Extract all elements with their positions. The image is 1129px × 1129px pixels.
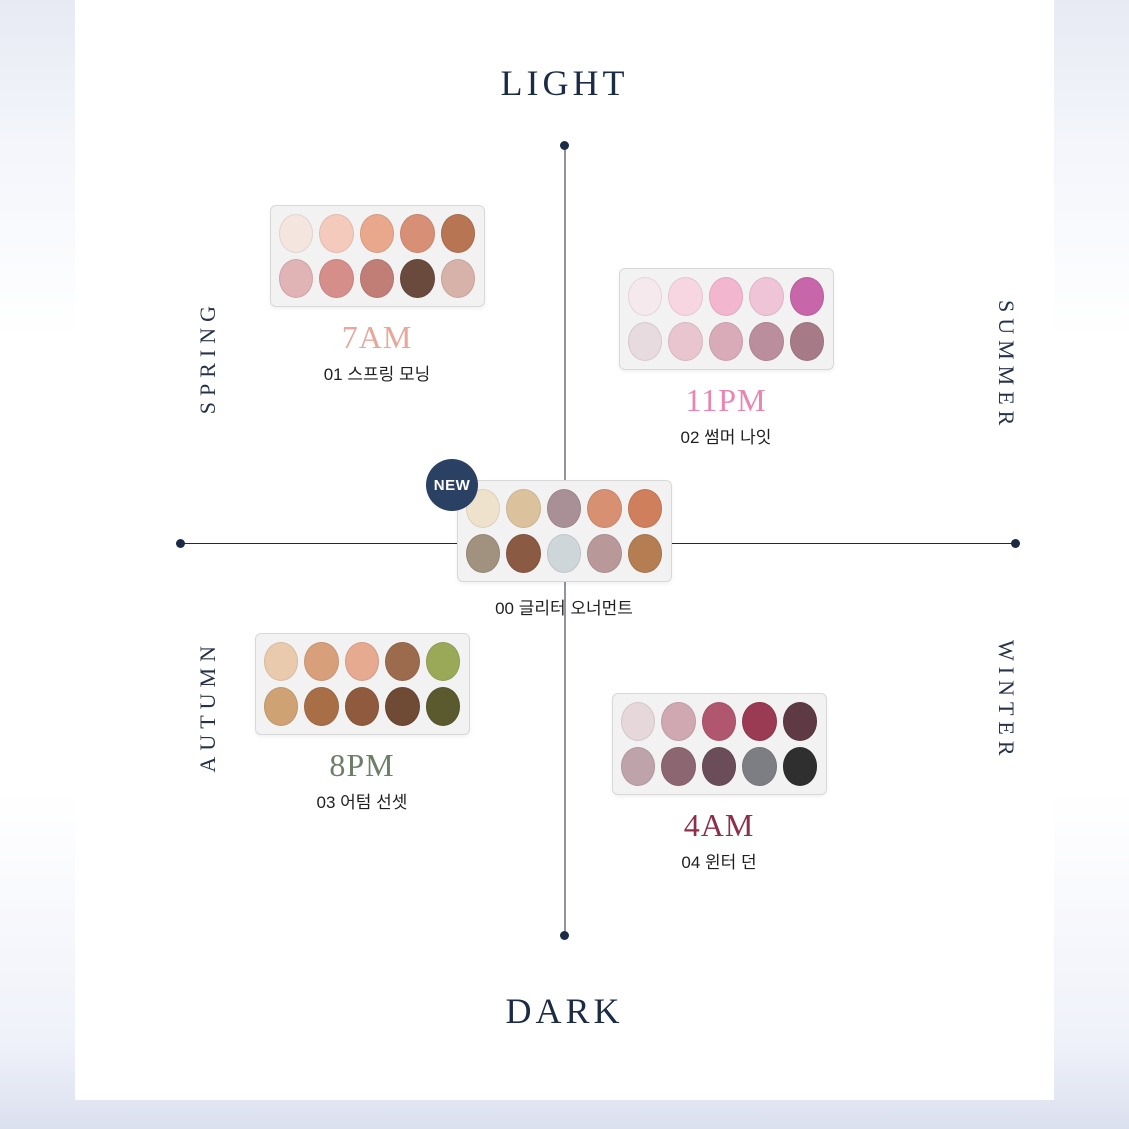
new-badge: NEW: [426, 459, 478, 511]
palette-pan: [360, 214, 395, 253]
palette-pan: [426, 642, 461, 681]
palette-pan: [628, 322, 663, 361]
palette-pan: [441, 259, 476, 298]
palette-pan: [279, 214, 314, 253]
axis-label-summer: SUMMER: [993, 300, 1019, 431]
palette-pan: [621, 702, 656, 741]
palette-pan: [628, 489, 663, 528]
product-autumn-time: 8PM: [247, 747, 477, 784]
palette-pan: [621, 747, 656, 786]
palette-pan: [668, 277, 703, 316]
palette-pan: [749, 277, 784, 316]
palette-pan: [702, 702, 737, 741]
palette-pan: [702, 747, 737, 786]
palette-pan: [628, 277, 663, 316]
palette-pan: [319, 259, 354, 298]
palette-pan: [628, 534, 663, 573]
product-winter-time: 4AM: [604, 807, 834, 844]
axis-label-bottom: DARK: [505, 990, 623, 1032]
infographic-card: LIGHT DARK SPRING AUTUMN SUMMER WINTER 7…: [75, 0, 1054, 1100]
palette-pan: [360, 259, 395, 298]
axis-dot-top: [560, 141, 569, 150]
palette-pan: [668, 322, 703, 361]
palette-pan: [264, 687, 299, 726]
product-summer-sub: 02 썸머 나잇: [611, 423, 841, 448]
product-spring-sub: 01 스프링 모닝: [262, 360, 492, 385]
palette-pan: [506, 534, 541, 573]
palette-pan: [426, 687, 461, 726]
palette-pan: [709, 277, 744, 316]
product-summer: 11PM 02 썸머 나잇: [611, 268, 841, 448]
palette-pan: [783, 747, 818, 786]
palette-pan: [400, 214, 435, 253]
product-winter: 4AM 04 윈터 던: [604, 693, 834, 873]
palette-pan: [264, 642, 299, 681]
palette-pan: [319, 214, 354, 253]
product-autumn-sub: 03 어텀 선셋: [247, 788, 477, 813]
palette-pan: [385, 687, 420, 726]
product-winter-sub: 04 윈터 던: [604, 848, 834, 873]
palette-pan: [742, 702, 777, 741]
product-spring: 7AM 01 스프링 모닝: [262, 205, 492, 385]
palette-pan: [441, 214, 476, 253]
palette-pan: [587, 534, 622, 573]
palette-pan: [661, 747, 696, 786]
axis-label-winter: WINTER: [993, 640, 1019, 762]
palette-pan: [783, 702, 818, 741]
palette-pan: [400, 259, 435, 298]
new-badge-text: NEW: [434, 477, 471, 494]
product-autumn: 8PM 03 어텀 선셋: [247, 633, 477, 813]
axis-label-spring: SPRING: [195, 300, 221, 414]
palette-pan: [345, 642, 380, 681]
axis-label-top: LIGHT: [501, 62, 629, 104]
palette-pan: [749, 322, 784, 361]
product-summer-time: 11PM: [611, 382, 841, 419]
palette-pan: [345, 687, 380, 726]
product-center: 00 글리터 오너먼트: [449, 480, 679, 619]
palette-pan: [790, 322, 825, 361]
palette-pan: [279, 259, 314, 298]
palette-center: [457, 480, 672, 582]
palette-pan: [547, 489, 582, 528]
palette-pan: [742, 747, 777, 786]
axis-label-autumn: AUTUMN: [195, 640, 221, 773]
axis-dot-right: [1011, 539, 1020, 548]
palette-pan: [587, 489, 622, 528]
axis-dot-bottom: [560, 931, 569, 940]
palette-pan: [661, 702, 696, 741]
palette-pan: [709, 322, 744, 361]
palette-pan: [304, 687, 339, 726]
palette-pan: [304, 642, 339, 681]
palette-pan: [547, 534, 582, 573]
product-center-sub: 00 글리터 오너먼트: [449, 594, 679, 619]
palette-pan: [790, 277, 825, 316]
palette-pan: [385, 642, 420, 681]
palette-pan: [506, 489, 541, 528]
palette-summer: [619, 268, 834, 370]
palette-autumn: [255, 633, 470, 735]
palette-pan: [466, 534, 501, 573]
axis-dot-left: [176, 539, 185, 548]
palette-winter: [612, 693, 827, 795]
palette-spring: [270, 205, 485, 307]
product-spring-time: 7AM: [262, 319, 492, 356]
